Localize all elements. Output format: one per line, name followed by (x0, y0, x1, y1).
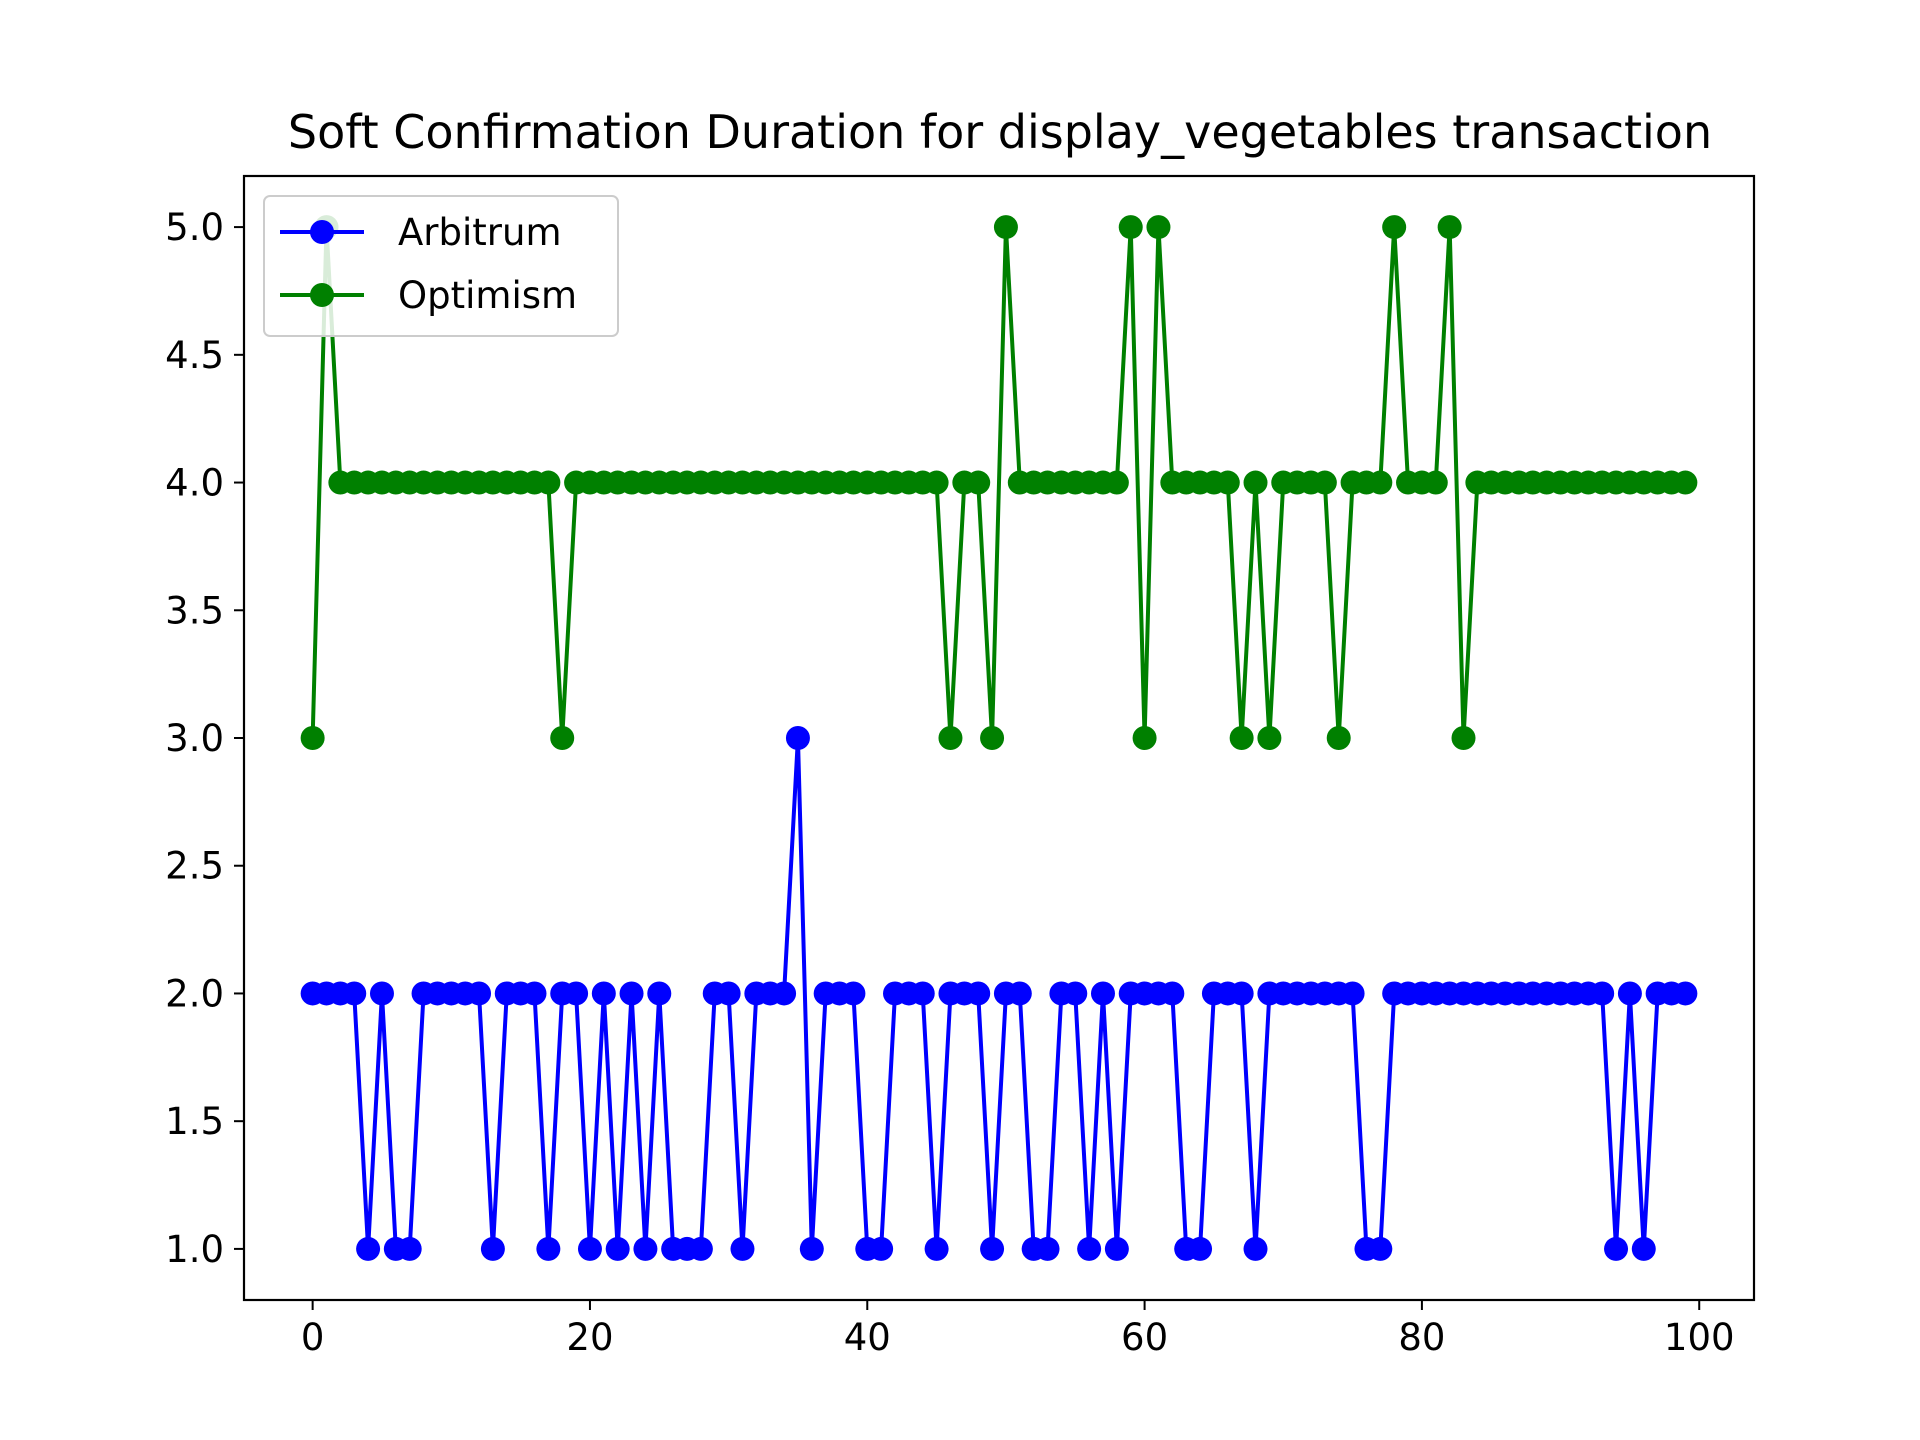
y-tick-label: 1.0 (165, 1228, 224, 1271)
y-axis: 1.0 1.5 2.0 2.5 3.0 3.5 4.0 4.5 5.0 (165, 206, 244, 1271)
data-point-arbitrum (772, 981, 797, 1006)
data-point-optimism (924, 470, 949, 495)
y-tick-label: 4.0 (165, 462, 224, 505)
data-point-arbitrum (1604, 1236, 1629, 1261)
data-point-optimism (536, 470, 561, 495)
legend: Arbitrum Optimism (263, 195, 619, 337)
y-tick-label: 4.5 (165, 334, 224, 377)
data-point-arbitrum (966, 981, 991, 1006)
data-point-optimism (1257, 726, 1282, 750)
x-tick-label: 80 (1398, 1316, 1445, 1359)
data-point-arbitrum (1673, 981, 1698, 1006)
series-arbitrum (300, 726, 1698, 1261)
data-point-optimism (993, 215, 1018, 240)
data-point-arbitrum (1035, 1236, 1060, 1261)
data-point-arbitrum (619, 981, 644, 1006)
legend-entry-arbitrum: Arbitrum (280, 211, 562, 254)
x-tick-label: 20 (566, 1316, 613, 1359)
data-point-optimism (550, 726, 575, 750)
data-point-arbitrum (1631, 1236, 1656, 1261)
data-point-arbitrum (1368, 1236, 1393, 1261)
legend-label-optimism: Optimism (398, 274, 577, 317)
data-point-optimism (1423, 470, 1448, 495)
data-point-arbitrum (564, 981, 589, 1006)
data-point-arbitrum (1243, 1236, 1268, 1261)
data-point-arbitrum (1160, 981, 1185, 1006)
data-point-optimism (1326, 726, 1351, 750)
data-point-arbitrum (910, 981, 935, 1006)
data-point-arbitrum (730, 1236, 755, 1261)
legend-label-arbitrum: Arbitrum (398, 211, 562, 254)
data-point-optimism (1215, 470, 1240, 495)
data-point-optimism (1437, 215, 1462, 240)
data-point-arbitrum (1090, 981, 1115, 1006)
y-tick-label: 5.0 (165, 206, 224, 249)
data-point-optimism (1382, 215, 1407, 240)
data-point-arbitrum (647, 981, 672, 1006)
data-point-optimism (1673, 470, 1698, 495)
data-point-arbitrum (397, 1236, 422, 1261)
data-point-arbitrum (369, 981, 394, 1006)
data-point-arbitrum (924, 1236, 949, 1261)
data-point-arbitrum (716, 981, 741, 1006)
y-tick-label: 1.5 (165, 1100, 224, 1143)
data-point-arbitrum (467, 981, 492, 1006)
data-point-optimism (1118, 215, 1143, 240)
series-layer (300, 215, 1698, 1261)
data-point-arbitrum (841, 981, 866, 1006)
data-point-optimism (938, 726, 963, 750)
data-point-arbitrum (633, 1236, 658, 1261)
data-point-arbitrum (536, 1236, 561, 1261)
y-tick-label: 2.0 (165, 972, 224, 1015)
data-point-optimism (1312, 470, 1337, 495)
data-point-optimism (1146, 215, 1171, 240)
data-point-optimism (980, 726, 1005, 750)
data-point-optimism (1104, 470, 1129, 495)
data-point-arbitrum (1229, 981, 1254, 1006)
data-point-arbitrum (869, 1236, 894, 1261)
data-point-arbitrum (1007, 981, 1032, 1006)
data-point-optimism (1368, 470, 1393, 495)
data-point-arbitrum (1063, 981, 1088, 1006)
data-point-arbitrum (785, 726, 810, 750)
data-point-optimism (1451, 726, 1476, 750)
y-tick-label: 2.5 (165, 845, 224, 888)
data-point-arbitrum (342, 981, 367, 1006)
data-point-arbitrum (1617, 981, 1642, 1006)
data-point-optimism (1243, 470, 1268, 495)
legend-entry-optimism: Optimism (280, 274, 577, 317)
data-point-arbitrum (591, 981, 616, 1006)
y-tick-label: 3.0 (165, 717, 224, 760)
data-point-arbitrum (1340, 981, 1365, 1006)
x-axis: 0 20 40 60 80 100 (301, 1300, 1735, 1359)
data-point-arbitrum (1590, 981, 1615, 1006)
x-tick-label: 40 (844, 1316, 891, 1359)
x-tick-label: 100 (1664, 1316, 1735, 1359)
legend-marker-optimism (310, 283, 334, 307)
chart-title: Soft Confirmation Duration for display_v… (288, 105, 1712, 159)
y-tick-label: 3.5 (165, 589, 224, 632)
x-tick-label: 0 (301, 1316, 325, 1359)
data-point-arbitrum (522, 981, 547, 1006)
data-point-arbitrum (1077, 1236, 1102, 1261)
data-point-arbitrum (577, 1236, 602, 1261)
data-point-arbitrum (799, 1236, 824, 1261)
data-point-optimism (1229, 726, 1254, 750)
legend-marker-arbitrum (310, 220, 334, 244)
data-point-arbitrum (356, 1236, 381, 1261)
x-tick-label: 60 (1121, 1316, 1168, 1359)
data-point-optimism (966, 470, 991, 495)
series-optimism (300, 215, 1698, 750)
data-point-optimism (1132, 726, 1157, 750)
data-point-arbitrum (688, 1236, 713, 1261)
data-point-arbitrum (605, 1236, 630, 1261)
data-point-optimism (300, 726, 325, 750)
data-point-arbitrum (1104, 1236, 1129, 1261)
data-point-arbitrum (480, 1236, 505, 1261)
data-point-arbitrum (1188, 1236, 1213, 1261)
data-point-arbitrum (980, 1236, 1005, 1261)
